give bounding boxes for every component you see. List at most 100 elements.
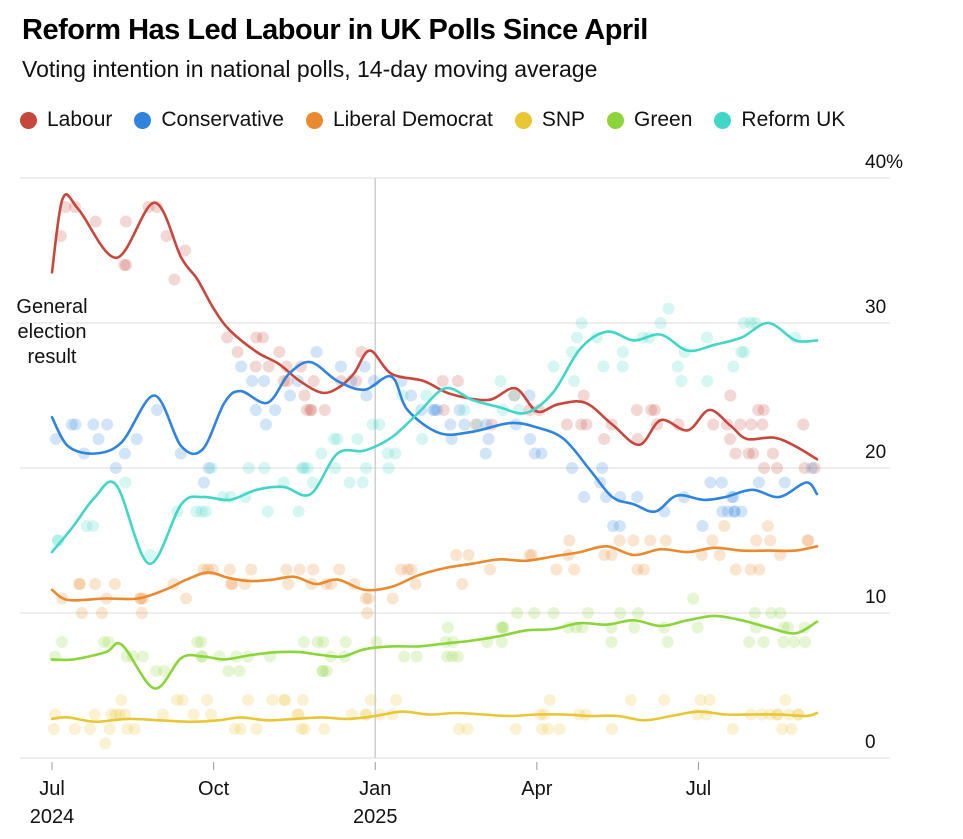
poll-dot [444, 418, 457, 431]
poll-dot [119, 708, 132, 721]
poll-dot [700, 331, 713, 344]
poll-dot [431, 404, 444, 416]
poll-dot [614, 607, 627, 619]
poll-dot [801, 534, 814, 547]
poll-dot [524, 433, 537, 445]
poll-dot [482, 433, 495, 445]
poll-dot [427, 404, 440, 416]
poll-dot [187, 708, 200, 721]
poll-dot [497, 621, 510, 634]
legend-swatch [514, 111, 532, 129]
poll-dot [137, 650, 150, 663]
legend-item-snp: SNP [514, 108, 585, 132]
annotation-line: General [16, 296, 87, 318]
series-line-labour [50, 193, 819, 461]
poll-dot [47, 723, 60, 735]
poll-dot [65, 418, 78, 431]
poll-dot [701, 375, 714, 387]
poll-dot [453, 404, 466, 416]
legend-label: Labour [47, 108, 113, 131]
poll-dot [456, 578, 469, 590]
annotation-line: election [18, 321, 87, 343]
poll-dot [56, 636, 69, 648]
poll-dot [706, 534, 719, 547]
poll-dot [744, 563, 757, 576]
poll-dot [410, 650, 423, 663]
poll-dot [269, 404, 282, 416]
poll-dot [788, 636, 801, 648]
poll-dot [451, 650, 464, 663]
poll-dot [748, 607, 761, 619]
poll-dot [292, 505, 305, 518]
poll-dot [280, 563, 293, 576]
poll-dot [296, 694, 309, 706]
poll-dot [316, 665, 329, 677]
poll-dot [728, 505, 741, 518]
poll-dot [721, 505, 734, 518]
poll-dot [645, 404, 658, 416]
poll-dot [494, 375, 507, 387]
poll-dot [204, 708, 217, 721]
poll-dot [707, 418, 720, 431]
gridlines [20, 177, 890, 759]
poll-dot [316, 665, 329, 677]
poll-dot [560, 418, 573, 431]
poll-dot [580, 418, 593, 431]
poll-dot [659, 534, 672, 547]
poll-dot [778, 476, 791, 489]
poll-dot [658, 621, 671, 634]
poll-dot [222, 665, 235, 677]
poll-dot [462, 549, 475, 561]
poll-dot [738, 346, 751, 358]
poll-dot [51, 534, 64, 547]
poll-dot [130, 433, 143, 445]
poll-dot [88, 708, 101, 721]
legend-swatch [134, 111, 152, 129]
poll-dot [329, 462, 342, 474]
poll-dot [479, 447, 492, 460]
poll-dot [802, 534, 815, 547]
poll-dot [798, 462, 811, 474]
poll-dot [101, 418, 114, 431]
poll-dot [118, 447, 131, 460]
poll-dot [528, 607, 541, 619]
poll-dot [553, 723, 566, 735]
poll-dot [598, 549, 611, 561]
poll-dot [662, 302, 675, 315]
poll-dot [776, 723, 789, 735]
poll-dot [108, 578, 121, 590]
poll-dot [228, 723, 241, 735]
chart-title: Reform Has Led Labour in UK Polls Since … [22, 14, 648, 46]
poll-dot [631, 433, 644, 445]
poll-dot [69, 418, 82, 431]
poll-dot [221, 331, 234, 344]
x-tick-year: 2024 [30, 806, 75, 828]
poll-dot [156, 708, 169, 721]
poll-dot [197, 476, 210, 489]
poll-dot [581, 607, 594, 619]
poll-dot [724, 389, 737, 402]
poll-dot [735, 346, 748, 358]
poll-dot [328, 433, 341, 445]
poll-dot [654, 317, 667, 329]
poll-dot [300, 404, 313, 416]
poll-dot [576, 621, 589, 634]
poll-dot [509, 723, 522, 735]
poll-dot [373, 418, 386, 431]
poll-dot [441, 621, 454, 634]
poll-dot [782, 621, 795, 634]
legend-item-labour: Labour [20, 108, 112, 132]
poll-dot [73, 578, 86, 590]
poll-dot [567, 375, 580, 387]
poll-dot [334, 360, 347, 373]
poll-dot [310, 346, 323, 358]
poll-dot [49, 433, 62, 445]
y-tick-label: 20 [865, 442, 886, 463]
poll-dot [259, 418, 272, 431]
poll-dot [195, 505, 208, 518]
poll-dot [497, 621, 510, 634]
poll-dot [405, 563, 418, 576]
poll-dot [394, 563, 407, 576]
poll-dot [95, 607, 108, 619]
